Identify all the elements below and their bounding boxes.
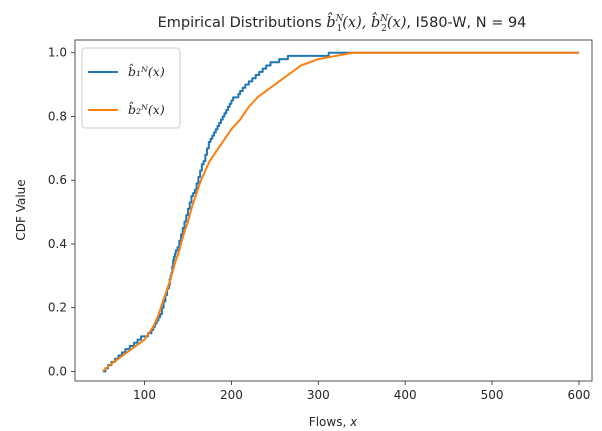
title-b2-arg: (x) (387, 15, 407, 31)
y-tick-label: 1.0 (48, 46, 67, 60)
y-tick-label: 0.0 (48, 364, 67, 378)
title-b2-hat: b̂ (371, 12, 380, 31)
series-layer (102, 51, 579, 373)
title-b2-sub: 2 (381, 24, 387, 34)
title-suffix: , I580-W, N = 94 (406, 15, 526, 31)
x-tick-label: 200 (220, 388, 243, 402)
y-axis-ticks: 0.0 0.2 0.4 0.6 0.8 1.0 (48, 46, 75, 378)
y-tick-label: 0.8 (48, 109, 67, 123)
x-tick-label: 400 (394, 388, 417, 402)
y-tick-label: 0.2 (48, 301, 67, 315)
y-axis-label: CDF Value (14, 179, 28, 240)
legend-box (81, 47, 181, 129)
x-tick-label: 500 (481, 388, 504, 402)
x-axis-label: Flows, x (309, 415, 358, 429)
x-axis-label-var: x (349, 415, 358, 429)
legend: b̂₁ᴺ(x) b̂₂ᴺ(x) (81, 47, 181, 129)
title-b1-sup: N (335, 14, 345, 24)
legend-label-b2: b̂₂ᴺ(x) (128, 100, 165, 117)
x-axis-ticks: 100 200 300 400 500 600 (133, 381, 590, 402)
y-tick-label: 0.6 (48, 173, 67, 187)
x-tick-label: 300 (307, 388, 330, 402)
y-tick-label: 0.4 (48, 237, 67, 251)
plot-frame (74, 39, 593, 382)
x-tick-label: 100 (133, 388, 156, 402)
title-b1-arg: (x), (342, 15, 371, 31)
x-axis-label-text: Flows, (309, 415, 350, 429)
series-line-2 (102, 51, 579, 373)
series-line-1 (102, 51, 579, 373)
legend-label-b1: b̂₁ᴺ(x) (128, 62, 165, 79)
chart-title: Empirical Distributions b̂N 1(x), b̂N 2(x)… (158, 12, 527, 34)
title-b1-sub: 1 (337, 24, 343, 34)
title-prefix: Empirical Distributions (158, 15, 327, 31)
title-b2-sup: N (379, 14, 389, 24)
title-b1-hat: b̂ (326, 12, 335, 31)
x-tick-label: 600 (568, 388, 591, 402)
